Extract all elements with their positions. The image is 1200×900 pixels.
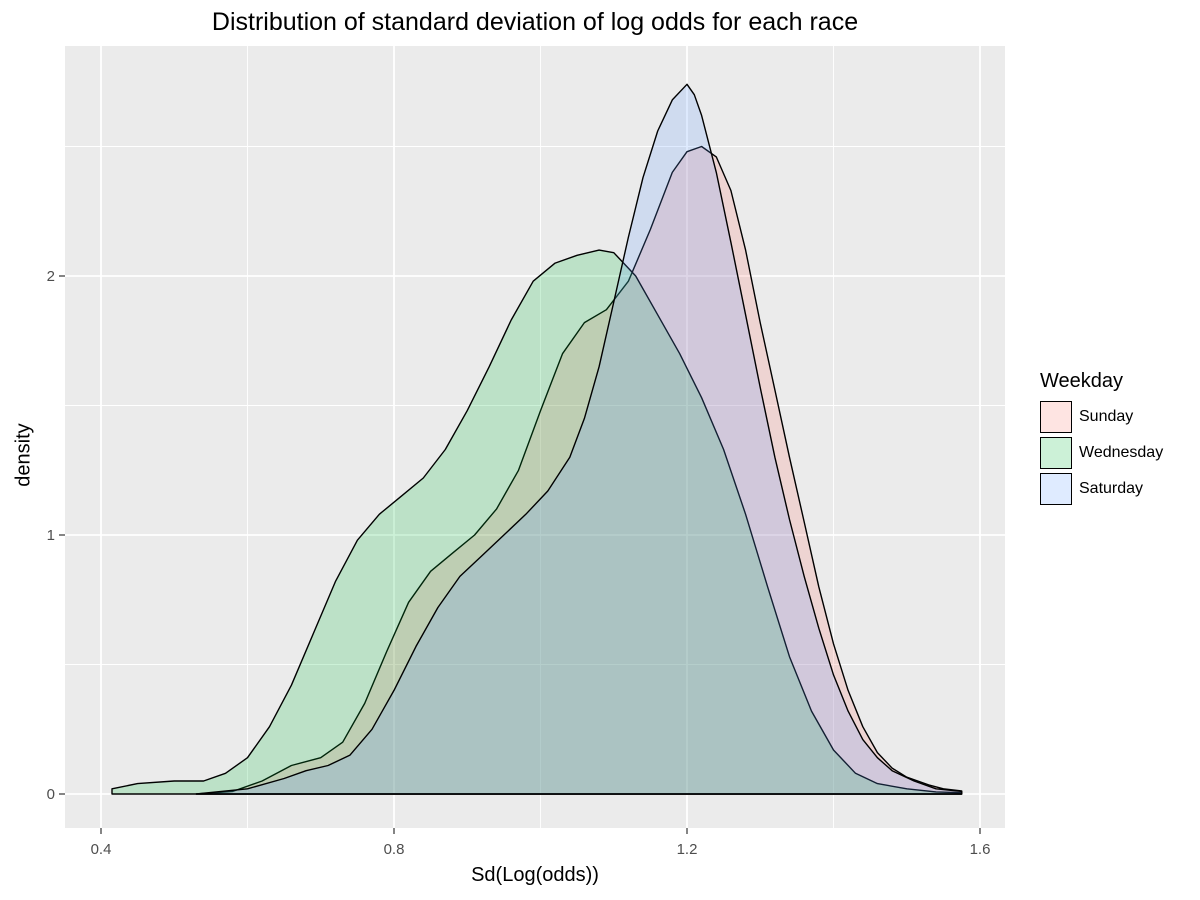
x-tick-label: 1.2: [677, 841, 698, 858]
legend-label-wednesday: Wednesday: [1079, 444, 1164, 461]
chart-title: Distribution of standard deviation of lo…: [211, 8, 859, 36]
legend-key-wednesday: [1040, 437, 1072, 469]
legend-item-saturday: Saturday: [1040, 471, 1163, 507]
density-areas: [111, 83, 963, 795]
legend-item-wednesday: Wednesday: [1040, 435, 1163, 471]
axes: 0.4 0.8 1.2 1.6 0 1 2: [47, 268, 991, 858]
y-tick-label: 1: [47, 527, 55, 544]
x-axis-title: Sd(Log(odds)): [471, 864, 599, 886]
x-tick-label: 0.8: [384, 841, 405, 858]
minor-grid: [65, 46, 1005, 828]
x-tick-label: 0.4: [91, 841, 112, 858]
legend-label-sunday: Sunday: [1079, 408, 1134, 425]
y-tick-label: 2: [47, 268, 55, 285]
density-area-sunday: [195, 145, 963, 795]
density-area-saturday: [195, 83, 963, 795]
legend-key-sunday: [1040, 401, 1072, 433]
legend: Weekday Sunday Wednesday Saturday: [1040, 370, 1163, 507]
legend-title: Weekday: [1040, 370, 1124, 392]
legend-key-saturday: [1040, 473, 1072, 505]
plot-panel: [65, 46, 1005, 828]
x-tick-label: 1.6: [970, 841, 991, 858]
y-axis-title: density: [12, 423, 35, 487]
density-area-wednesday: [111, 249, 963, 795]
legend-item-sunday: Sunday: [1040, 399, 1163, 435]
legend-label-saturday: Saturday: [1079, 480, 1144, 497]
y-tick-label: 0: [47, 786, 55, 803]
